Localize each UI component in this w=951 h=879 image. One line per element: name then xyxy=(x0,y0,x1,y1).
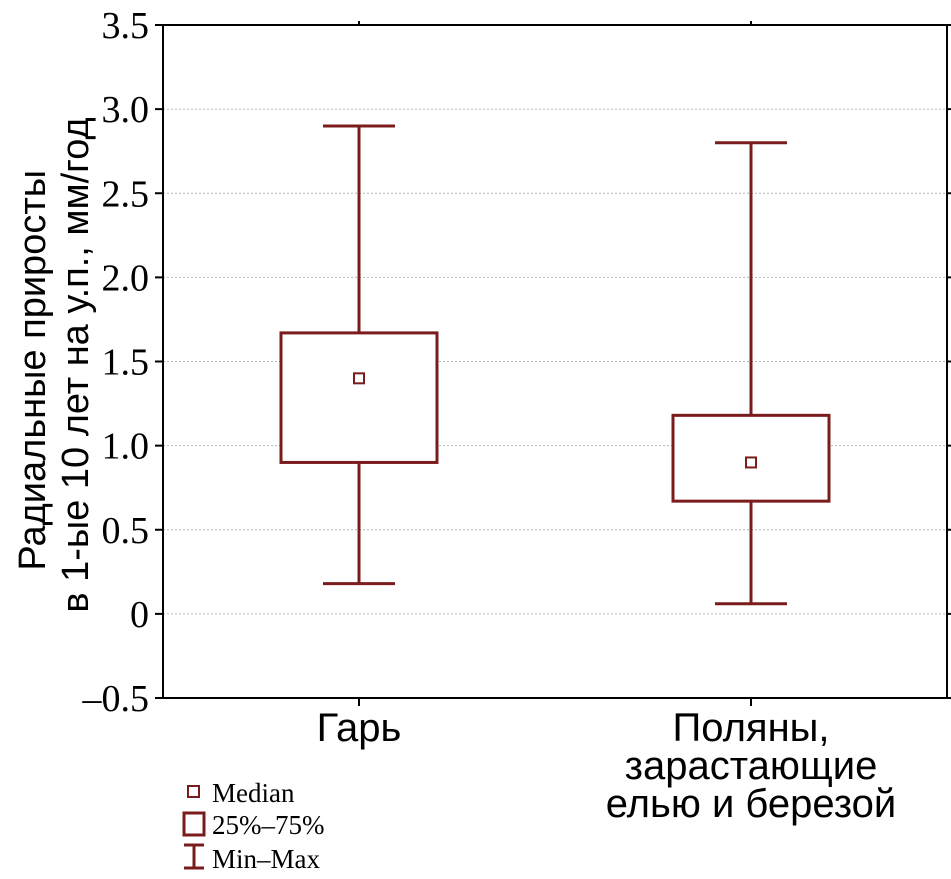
y-tick-label: 2.0 xyxy=(102,257,150,299)
legend-box-symbol xyxy=(182,811,206,837)
y-tick-label: 2.5 xyxy=(102,173,150,215)
y-tick-label: 3.0 xyxy=(102,89,150,131)
y-tick-label: 0 xyxy=(130,594,149,636)
x-axis: Гарь Поляны, зарастающие елью и березой xyxy=(317,21,896,826)
x-category-label: Гарь xyxy=(317,706,402,750)
x-category-label: Поляны, зарастающие елью и березой xyxy=(606,706,896,826)
box-group xyxy=(671,141,831,606)
y-tick-label: 0.5 xyxy=(102,510,150,552)
legend-whisker-label: Min–Max xyxy=(212,844,321,874)
x-category-label-line: зарастающие xyxy=(625,744,878,788)
y-tick-label: –0.5 xyxy=(82,678,150,720)
y-tick-label: 1.0 xyxy=(102,426,150,468)
legend-whisker-symbol xyxy=(184,843,204,870)
x-category-label-line: Поляны, xyxy=(672,706,829,750)
plot-frame xyxy=(162,24,948,699)
legend-box-label: 25%–75% xyxy=(212,810,324,840)
boxes xyxy=(279,124,831,606)
y-tick-label: 3.5 xyxy=(102,5,150,47)
legend-median-label: Median xyxy=(212,778,295,808)
legend: Median 25%–75% Min–Max xyxy=(182,778,324,874)
y-axis-title-line-2: в 1-ые 10 лет на у.п., мм/год xyxy=(55,117,97,612)
iqr-box xyxy=(279,331,439,464)
median-marker xyxy=(353,372,365,385)
x-category-label-line: елью и березой xyxy=(606,782,896,826)
y-tick-label: 1.5 xyxy=(102,342,150,384)
y-axis-title: Радиальные приросты в 1-ые 10 лет на у.п… xyxy=(12,117,97,612)
y-axis-title-line-1: Радиальные приросты xyxy=(12,170,54,571)
y-axis: –0.5 0 0.5 1.0 1.5 2.0 2.5 3.0 3.5 xyxy=(82,5,951,720)
legend-median-symbol xyxy=(187,785,200,798)
x-category-label-line: Гарь xyxy=(317,706,402,750)
box-group xyxy=(279,124,439,586)
median-marker xyxy=(745,456,757,469)
